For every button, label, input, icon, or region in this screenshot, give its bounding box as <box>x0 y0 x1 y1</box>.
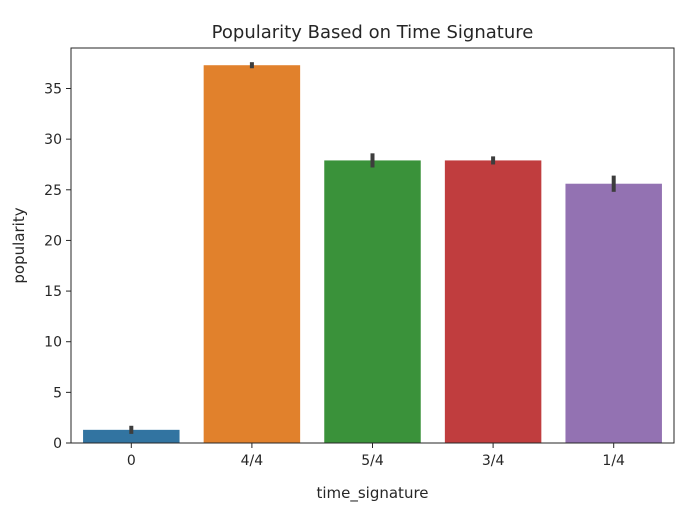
plot-frame <box>70 47 675 444</box>
bar-3 <box>444 160 542 443</box>
y-tick-label-5: 25 <box>44 183 62 199</box>
bars-group <box>83 65 662 443</box>
x-tick-label-0: 0 <box>127 453 136 469</box>
y-tick-label-0: 0 <box>53 436 62 452</box>
bar-1 <box>203 65 301 443</box>
y-axis: 0 5 10 15 20 25 30 35 <box>44 82 71 452</box>
x-tick-label-3: 3/4 <box>482 453 505 469</box>
x-tick-label-2: 5/4 <box>361 453 384 469</box>
y-tick-label-7: 35 <box>44 82 62 98</box>
bar-4 <box>565 183 662 443</box>
y-tick-label-1: 5 <box>53 385 62 401</box>
y-tick-label-2: 10 <box>44 335 62 351</box>
bar-0 <box>83 429 180 443</box>
error-bars-group <box>129 62 616 434</box>
x-tick-label-1: 4/4 <box>241 453 264 469</box>
bar-2 <box>324 160 421 443</box>
x-axis-label: time_signature <box>316 484 428 503</box>
y-axis-label: popularity <box>10 207 28 283</box>
chart-title: Popularity Based on Time Signature <box>212 22 534 43</box>
y-tick-label-4: 20 <box>44 233 62 249</box>
y-tick-label-6: 30 <box>44 132 62 148</box>
x-axis: 0 4/4 5/4 3/4 1/4 <box>127 443 625 469</box>
x-tick-label-4: 1/4 <box>602 453 625 469</box>
y-tick-label-3: 15 <box>44 284 62 300</box>
